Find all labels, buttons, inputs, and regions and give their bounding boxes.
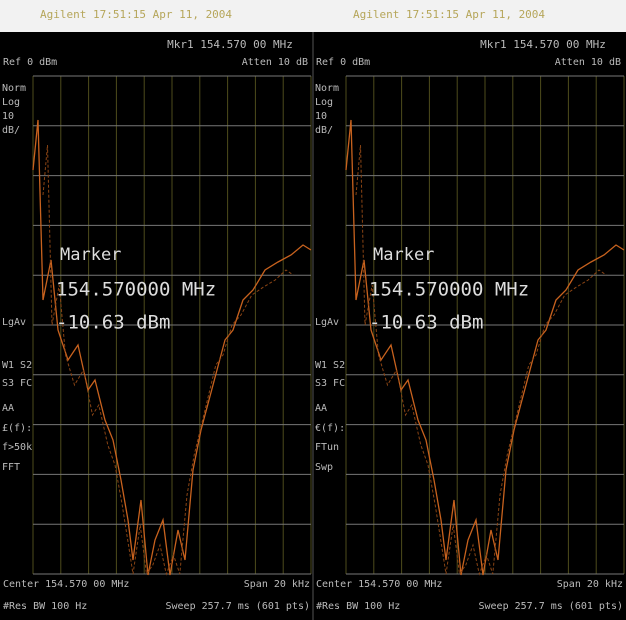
trace	[345, 119, 625, 576]
center-frequency: Center 154.570 00 MHz	[316, 579, 442, 590]
trace-mirror	[42, 144, 294, 576]
marker-frequency: 154.570000 MHz	[369, 279, 529, 301]
marker-readout: Mkr1 154.570 00 MHz	[480, 38, 606, 51]
marker-title: Marker	[373, 245, 434, 265]
trace-mirror	[355, 144, 607, 576]
side-label: dB/	[2, 125, 20, 136]
side-label: Log	[315, 97, 333, 108]
header-text: Agilent 17:51:15 Apr 11, 2004	[40, 8, 232, 21]
side-label: Log	[2, 97, 20, 108]
side-label: FTun	[315, 442, 339, 453]
side-label: AA	[2, 403, 14, 414]
side-label: W1 S2	[2, 360, 32, 371]
side-label: 10	[315, 111, 327, 122]
span: Span 20 kHz	[244, 579, 310, 590]
side-label: FFT	[2, 462, 20, 473]
side-label: €(f):	[315, 423, 345, 434]
side-label: W1 S2	[315, 360, 345, 371]
attenuation: Atten 10 dB	[555, 57, 621, 68]
side-label: S3 FC	[315, 378, 345, 389]
header-bar	[0, 0, 626, 32]
side-label: £(f):	[2, 423, 32, 434]
side-label: S3 FC	[2, 378, 32, 389]
attenuation: Atten 10 dB	[242, 57, 308, 68]
ref-level: Ref 0 dBm	[316, 57, 370, 68]
side-label: dB/	[315, 125, 333, 136]
marker-readout: Mkr1 154.570 00 MHz	[167, 38, 293, 51]
side-label: f>50k	[2, 442, 32, 453]
side-label: 10	[2, 111, 14, 122]
marker-amplitude: -10.63 dBm	[369, 312, 483, 334]
marker-frequency: 154.570000 MHz	[56, 279, 216, 301]
res-bw: #Res BW 100 Hz	[316, 601, 400, 612]
side-label: AA	[315, 403, 327, 414]
sweep: Sweep 257.7 ms (601 pts)	[479, 601, 624, 612]
sweep: Sweep 257.7 ms (601 pts)	[166, 601, 311, 612]
side-label: Norm	[2, 83, 26, 94]
center-frequency: Center 154.570 00 MHz	[3, 579, 129, 590]
span: Span 20 kHz	[557, 579, 623, 590]
side-label: Swp	[315, 462, 333, 473]
ref-level: Ref 0 dBm	[3, 57, 57, 68]
res-bw: #Res BW 100 Hz	[3, 601, 87, 612]
marker-amplitude: -10.63 dBm	[56, 312, 170, 334]
side-label: LgAv	[315, 317, 339, 328]
side-label: Norm	[315, 83, 339, 94]
side-label: LgAv	[2, 317, 26, 328]
header-text: Agilent 17:51:15 Apr 11, 2004	[353, 8, 545, 21]
trace	[32, 119, 312, 576]
marker-title: Marker	[60, 245, 121, 265]
